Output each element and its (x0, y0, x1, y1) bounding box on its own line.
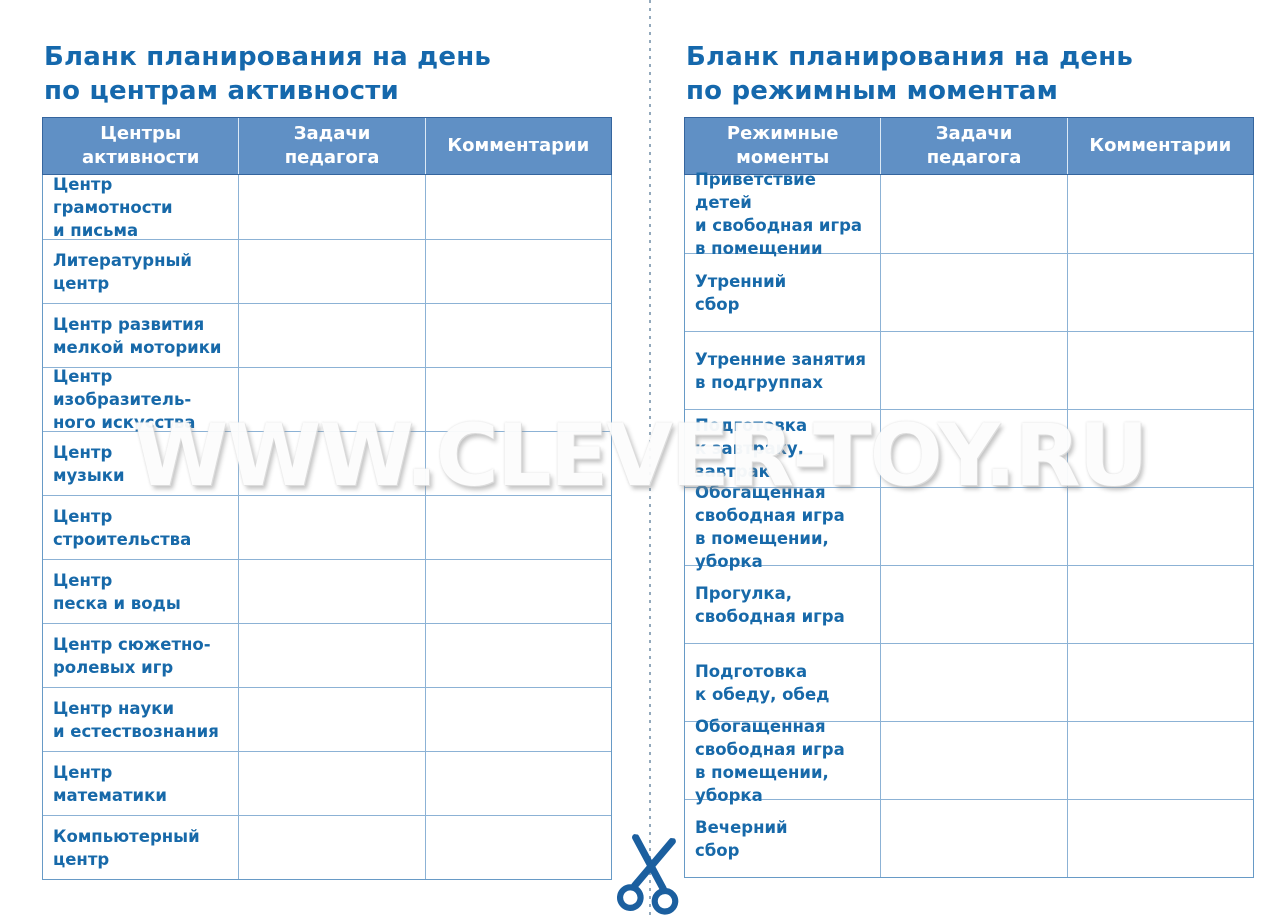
comments-blank-cell (1066, 800, 1253, 877)
row-label-cell: Утренний сбор (695, 271, 787, 314)
column-header-tasks: Задачи педагога (880, 118, 1066, 174)
row-label-cell: Утренние занятия в подгруппах (695, 349, 867, 392)
row-label-cell: Вечерний сбор (695, 817, 788, 860)
row-label-cell: Центр музыки (53, 442, 125, 485)
table-row: Центр песка и воды (43, 559, 611, 623)
table-row: Центр науки и естествознания (43, 687, 611, 751)
row-label-cell: Центр науки и естествознания (53, 698, 219, 741)
comments-blank-cell (1066, 722, 1253, 799)
column-header-moments: Режимные моменты (726, 123, 839, 168)
tasks-blank-cell (880, 332, 1066, 409)
tasks-blank-cell (238, 560, 424, 623)
comments-blank-cell (1066, 175, 1253, 253)
table-row: Литературный центр (43, 239, 611, 303)
row-label-cell: Центр грамотности и письма (53, 174, 173, 240)
right-table-body: Приветствие детей и свободная игра в пом… (684, 170, 1254, 878)
comments-blank-cell (424, 240, 611, 303)
comments-blank-cell (424, 688, 611, 751)
tasks-blank-cell (880, 566, 1066, 643)
row-label-cell: Обогащенная свободная игра в помещении, … (695, 482, 845, 571)
table-row: Центр грамотности и письма (43, 174, 611, 240)
daily-routine-table: Режимные моменты Задачи педагога Коммент… (684, 117, 1254, 878)
comments-blank-cell (1066, 332, 1253, 409)
table-row: Прогулка, свободная игра (685, 565, 1253, 643)
tasks-blank-cell (238, 432, 424, 495)
table-row: Утренние занятия в подгруппах (685, 331, 1253, 409)
row-label-cell: Центр развития мелкой моторики (53, 314, 222, 357)
table-row: Центр строительства (43, 495, 611, 559)
row-label-cell: Литературный центр (53, 250, 192, 293)
comments-blank-cell (424, 496, 611, 559)
tasks-blank-cell (238, 816, 424, 879)
planning-sheet-daily-routine: Бланк планирования на день по режимным м… (684, 40, 1254, 878)
comments-blank-cell (424, 432, 611, 495)
row-label-cell: Центр песка и воды (53, 570, 181, 613)
table-header-row: Режимные моменты Задачи педагога Коммент… (684, 117, 1254, 175)
row-label-cell: Центр математики (53, 762, 167, 805)
table-row: Обогащенная свободная игра в помещении, … (685, 482, 1253, 571)
comments-blank-cell (424, 304, 611, 367)
tasks-blank-cell (880, 488, 1066, 565)
planning-sheet-activity-centers: Бланк планирования на день по центрам ак… (42, 40, 612, 880)
comments-blank-cell (424, 752, 611, 815)
comments-blank-cell (424, 816, 611, 879)
comments-blank-cell (1066, 410, 1253, 487)
sheet-title-activity-centers: Бланк планирования на день по центрам ак… (44, 42, 491, 106)
scissors-icon (616, 833, 679, 915)
tasks-blank-cell (238, 240, 424, 303)
table-row: Утренний сбор (685, 253, 1253, 331)
row-label-cell: Центр сюжетно- ролевых игр (53, 634, 211, 677)
row-label-cell: Подготовка к обеду, обед (695, 661, 830, 704)
tasks-blank-cell (238, 752, 424, 815)
comments-blank-cell (1066, 488, 1253, 565)
tasks-blank-cell (880, 644, 1066, 721)
tasks-blank-cell (880, 410, 1066, 487)
comments-blank-cell (1066, 644, 1253, 721)
tasks-blank-cell (880, 254, 1066, 331)
table-row: Компьютерный центр (43, 815, 611, 879)
table-row: Центр музыки (43, 431, 611, 495)
tasks-blank-cell (238, 688, 424, 751)
comments-blank-cell (424, 175, 611, 239)
tasks-blank-cell (238, 175, 424, 239)
table-row: Центр математики (43, 751, 611, 815)
table-row: Обогащенная свободная игра в помещении, … (685, 716, 1253, 805)
table-row: Приветствие детей и свободная игра в пом… (685, 170, 1253, 258)
column-header-comments: Комментарии (424, 118, 611, 174)
row-label-cell: Подготовка к завтраку, завтрак (695, 416, 808, 481)
tasks-blank-cell (238, 624, 424, 687)
left-table-body: Центр грамотности и письма Литературный ц… (42, 175, 612, 880)
comments-blank-cell (424, 368, 611, 431)
row-label-cell: Обогащенная свободная игра в помещении, … (695, 716, 845, 805)
sheet-title-daily-routine: Бланк планирования на день по режимным м… (686, 42, 1133, 106)
table-header-row: Центры активности Задачи педагога Коммен… (42, 117, 612, 175)
column-header-tasks: Задачи педагога (238, 118, 424, 174)
row-label-cell: Центр изобразитель- ного искусства (53, 367, 196, 432)
tasks-blank-cell (238, 496, 424, 559)
row-label-cell: Приветствие детей и свободная игра в пом… (695, 170, 863, 258)
cut-line (649, 0, 651, 919)
comments-blank-cell (424, 560, 611, 623)
column-header-comments: Комментарии (1066, 118, 1253, 174)
table-row: Подготовка к завтраку, завтрак (685, 409, 1253, 487)
table-row: Центр сюжетно- ролевых игр (43, 623, 611, 687)
table-row: Подготовка к обеду, обед (685, 643, 1253, 721)
row-label-cell: Компьютерный центр (53, 826, 200, 869)
tasks-blank-cell (880, 800, 1066, 877)
comments-blank-cell (1066, 566, 1253, 643)
activity-centers-table: Центры активности Задачи педагога Коммен… (42, 117, 612, 880)
row-label-cell: Прогулка, свободная игра (695, 583, 845, 626)
column-header-centers: Центры активности (82, 123, 200, 168)
tasks-blank-cell (880, 175, 1066, 253)
tasks-blank-cell (238, 368, 424, 431)
table-row: Центр изобразитель- ного искусства (43, 367, 611, 432)
tasks-blank-cell (238, 304, 424, 367)
table-row: Вечерний сбор (685, 799, 1253, 877)
row-label-cell: Центр строительства (53, 506, 192, 549)
comments-blank-cell (1066, 254, 1253, 331)
tasks-blank-cell (880, 722, 1066, 799)
comments-blank-cell (424, 624, 611, 687)
table-row: Центр развития мелкой моторики (43, 303, 611, 367)
